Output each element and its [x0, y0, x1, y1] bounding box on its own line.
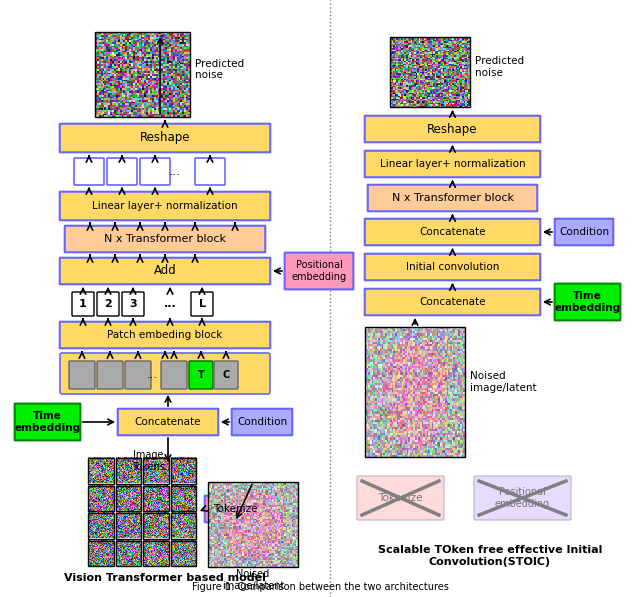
Text: Patch embeding block: Patch embeding block: [108, 330, 223, 340]
FancyBboxPatch shape: [214, 361, 238, 389]
Text: Linear layer+ normalization: Linear layer+ normalization: [380, 159, 525, 169]
Bar: [88, 458, 113, 484]
Bar: [88, 485, 113, 511]
Text: Positional
embedding: Positional embedding: [291, 260, 347, 282]
FancyBboxPatch shape: [69, 361, 95, 389]
Text: Condition: Condition: [559, 227, 609, 237]
FancyBboxPatch shape: [357, 476, 444, 520]
Bar: [208, 482, 298, 567]
FancyBboxPatch shape: [118, 409, 218, 435]
Text: Predicted
noise: Predicted noise: [195, 59, 244, 81]
Bar: [88, 540, 113, 566]
Bar: [115, 458, 141, 484]
FancyBboxPatch shape: [122, 292, 144, 316]
Text: Concatenate: Concatenate: [135, 417, 201, 427]
Bar: [115, 540, 141, 566]
Text: ...: ...: [164, 299, 177, 309]
Bar: [170, 458, 196, 484]
Bar: [365, 327, 465, 457]
Text: Linear layer+ normalization: Linear layer+ normalization: [92, 201, 238, 211]
Text: N x Transformer block: N x Transformer block: [104, 234, 226, 244]
Text: Initial convolution: Initial convolution: [406, 262, 499, 272]
FancyBboxPatch shape: [97, 292, 119, 316]
FancyBboxPatch shape: [195, 158, 225, 185]
FancyBboxPatch shape: [555, 284, 620, 321]
Text: Add: Add: [154, 264, 177, 278]
Text: 2: 2: [104, 299, 112, 309]
FancyBboxPatch shape: [60, 124, 270, 152]
FancyBboxPatch shape: [191, 292, 213, 316]
Text: Noised
image/latent: Noised image/latent: [222, 569, 284, 590]
FancyBboxPatch shape: [15, 404, 81, 441]
Text: Positional
embedding: Positional embedding: [495, 487, 550, 509]
FancyBboxPatch shape: [72, 292, 94, 316]
Text: C: C: [222, 370, 230, 380]
Bar: [143, 458, 168, 484]
Text: Concatenate: Concatenate: [419, 297, 486, 307]
FancyBboxPatch shape: [60, 353, 270, 394]
Text: N x Transformer block: N x Transformer block: [392, 193, 513, 203]
Text: Reshape: Reshape: [428, 122, 477, 136]
FancyBboxPatch shape: [555, 219, 613, 245]
FancyBboxPatch shape: [125, 361, 151, 389]
Text: Tokenize: Tokenize: [378, 493, 423, 503]
FancyBboxPatch shape: [60, 322, 270, 348]
FancyBboxPatch shape: [368, 184, 537, 211]
Bar: [170, 540, 196, 566]
FancyBboxPatch shape: [189, 361, 213, 389]
Text: L: L: [198, 299, 205, 309]
FancyBboxPatch shape: [60, 192, 270, 220]
Bar: [390, 37, 470, 107]
FancyBboxPatch shape: [365, 219, 540, 245]
FancyBboxPatch shape: [285, 253, 353, 290]
Text: Predicted
noise: Predicted noise: [475, 56, 524, 78]
Text: 1: 1: [79, 299, 87, 309]
Text: Image
Tokens: Image Tokens: [132, 450, 164, 472]
Bar: [143, 540, 168, 566]
FancyBboxPatch shape: [474, 476, 571, 520]
Bar: [170, 513, 196, 538]
Bar: [170, 485, 196, 511]
Bar: [115, 513, 141, 538]
Text: Figure 1: Comparison between the two architectures: Figure 1: Comparison between the two arc…: [191, 582, 449, 592]
FancyBboxPatch shape: [365, 116, 540, 142]
FancyBboxPatch shape: [365, 150, 540, 177]
Text: ...: ...: [169, 165, 181, 178]
Bar: [88, 513, 113, 538]
Bar: [143, 485, 168, 511]
Text: Scalable TOken free effective Initial
Convolution(STOIC): Scalable TOken free effective Initial Co…: [378, 546, 602, 567]
FancyBboxPatch shape: [60, 258, 270, 284]
Text: Time
embedding: Time embedding: [15, 411, 81, 433]
FancyBboxPatch shape: [140, 158, 170, 185]
FancyBboxPatch shape: [161, 361, 187, 389]
FancyBboxPatch shape: [365, 254, 540, 280]
FancyBboxPatch shape: [65, 226, 265, 253]
Text: Condition: Condition: [237, 417, 287, 427]
FancyBboxPatch shape: [107, 158, 137, 185]
Text: Tokenize: Tokenize: [212, 504, 257, 514]
Bar: [143, 513, 168, 538]
FancyBboxPatch shape: [365, 289, 540, 315]
Bar: [95, 32, 190, 117]
FancyBboxPatch shape: [74, 158, 104, 185]
Text: Concatenate: Concatenate: [419, 227, 486, 237]
FancyBboxPatch shape: [97, 361, 123, 389]
FancyBboxPatch shape: [232, 409, 292, 435]
Bar: [115, 485, 141, 511]
Text: Reshape: Reshape: [140, 131, 190, 144]
Text: ...: ...: [147, 370, 157, 380]
Text: 3: 3: [129, 299, 137, 309]
Text: Vision Transformer based model: Vision Transformer based model: [64, 573, 266, 583]
Text: T: T: [198, 370, 204, 380]
FancyBboxPatch shape: [205, 496, 265, 522]
Text: Noised
image/latent: Noised image/latent: [470, 371, 536, 393]
Text: Time
embedding: Time embedding: [554, 291, 621, 313]
